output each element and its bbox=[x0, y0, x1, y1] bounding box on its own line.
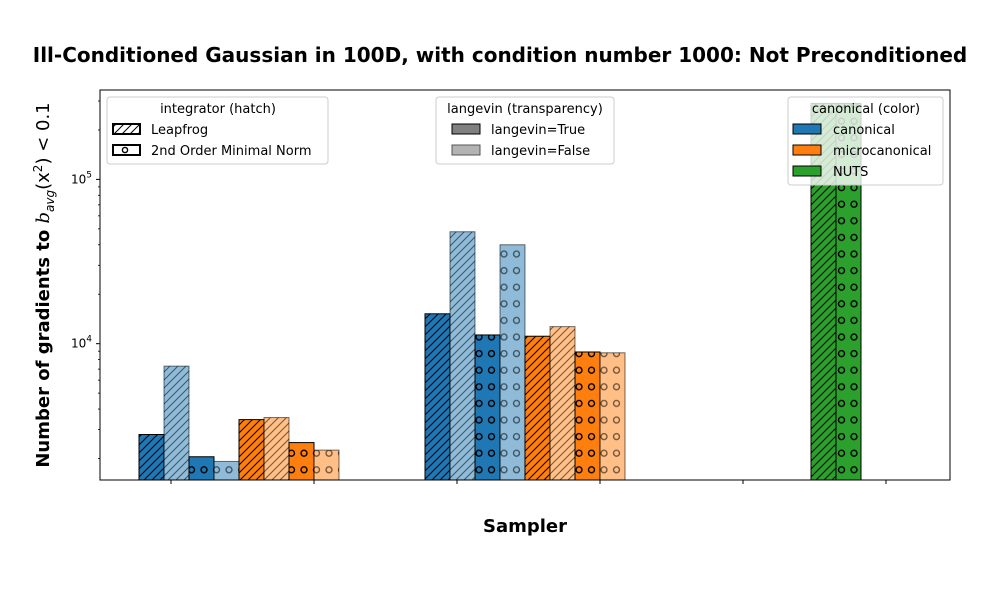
bar-microcanonical-dots-langevin bbox=[288, 442, 315, 481]
legend-swatch-nuts bbox=[792, 165, 822, 177]
bar-hatch bbox=[139, 434, 164, 480]
legend-transparency: langevin (transparency) langevin=True la… bbox=[435, 96, 615, 165]
bar-canonical-diag-nolangevin bbox=[449, 231, 476, 481]
legend-swatch-microcanonical bbox=[792, 144, 822, 156]
bar-hatch bbox=[264, 417, 289, 480]
legend-color-title: canonical (color) bbox=[812, 102, 920, 117]
legend-entry-leapfrog: Leapfrog bbox=[151, 123, 208, 138]
legend-hatch-title: integrator (hatch) bbox=[160, 102, 276, 117]
bar-microcanonical-diag-nolangevin bbox=[549, 326, 576, 481]
bar-hatch bbox=[500, 244, 525, 480]
bar-hatch bbox=[525, 336, 550, 480]
bar-canonical-dots-langevin bbox=[474, 334, 501, 481]
bar-microcanonical-dots-langevin bbox=[574, 351, 601, 481]
bar-hatch bbox=[600, 352, 625, 480]
x-axis-label: Sampler bbox=[483, 516, 567, 537]
legend-hatch-dot bbox=[121, 146, 129, 154]
bar-canonical-dots-nolangevin bbox=[213, 460, 240, 481]
bar-microcanonical-dots-nolangevin bbox=[599, 352, 626, 481]
plot-frame bbox=[99, 89, 951, 481]
bar-hatch bbox=[425, 313, 450, 480]
bar-canonical-dots-nolangevin bbox=[499, 244, 526, 481]
bar-canonical-diag-langevin bbox=[424, 313, 451, 481]
legend-entry-langevin-true: langevin=True bbox=[491, 123, 585, 138]
bar-microcanonical-diag-nolangevin bbox=[263, 417, 290, 481]
y-axis-label: Number of gradients to bavg(x2) < 0.1 bbox=[31, 102, 57, 467]
bar-canonical-diag-langevin bbox=[138, 434, 165, 481]
bar-hatch bbox=[575, 351, 600, 480]
bar-microcanonical-diag-langevin bbox=[238, 419, 265, 481]
bar-canonical-dots-langevin bbox=[188, 456, 215, 481]
bar-hatch bbox=[164, 366, 189, 480]
legend-swatch-canonical bbox=[792, 123, 822, 135]
bar-hatch bbox=[214, 461, 239, 480]
legend-swatch-langevin-false bbox=[451, 144, 481, 156]
y-tick-label: 105 bbox=[71, 170, 92, 186]
ticks-layer: 104 105 bbox=[71, 100, 887, 484]
legend-color: canonical (color) canonical microcanonic… bbox=[787, 96, 944, 186]
legend-transparency-title: langevin (transparency) bbox=[447, 102, 603, 117]
bar-microcanonical-dots-nolangevin bbox=[313, 449, 340, 481]
bar-microcanonical-diag-langevin bbox=[524, 335, 551, 481]
bar-canonical-diag-nolangevin bbox=[163, 365, 190, 481]
legend-entry-microcanonical: microcanonical bbox=[833, 144, 931, 159]
legend-entry-langevin-false: langevin=False bbox=[491, 144, 590, 159]
y-tick-label: 104 bbox=[71, 335, 92, 351]
bar-hatch bbox=[314, 450, 339, 480]
bar-hatch bbox=[550, 326, 575, 480]
chart-title: Ill-Conditioned Gaussian in 100D, with c… bbox=[33, 43, 967, 67]
bar-hatch bbox=[450, 231, 475, 480]
legend-hatch: integrator (hatch) Leapfrog 2nd Order Mi… bbox=[106, 96, 329, 165]
legend-swatch-langevin-true bbox=[451, 123, 481, 135]
legend-entry-minimal-norm: 2nd Order Minimal Norm bbox=[151, 144, 311, 159]
bar-hatch bbox=[475, 334, 500, 480]
bar-hatch bbox=[189, 456, 214, 480]
legend-entry-canonical: canonical bbox=[833, 123, 895, 138]
bar-hatch bbox=[289, 442, 314, 480]
legend-swatch-minimal-norm bbox=[112, 144, 141, 156]
legend-hatch-diag-fill bbox=[113, 124, 140, 134]
legend-entry-nuts: NUTS bbox=[833, 165, 868, 180]
bar-hatch bbox=[239, 419, 264, 480]
